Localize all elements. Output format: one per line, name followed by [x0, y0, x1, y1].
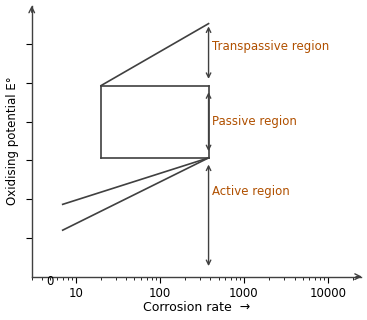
- Text: Passive region: Passive region: [212, 115, 297, 128]
- Text: 0: 0: [47, 275, 54, 288]
- Text: Active region: Active region: [212, 185, 290, 198]
- X-axis label: Corrosion rate  →: Corrosion rate →: [143, 301, 250, 315]
- Text: Transpassive region: Transpassive region: [212, 40, 330, 53]
- Y-axis label: Oxidising potential E°: Oxidising potential E°: [6, 77, 19, 205]
